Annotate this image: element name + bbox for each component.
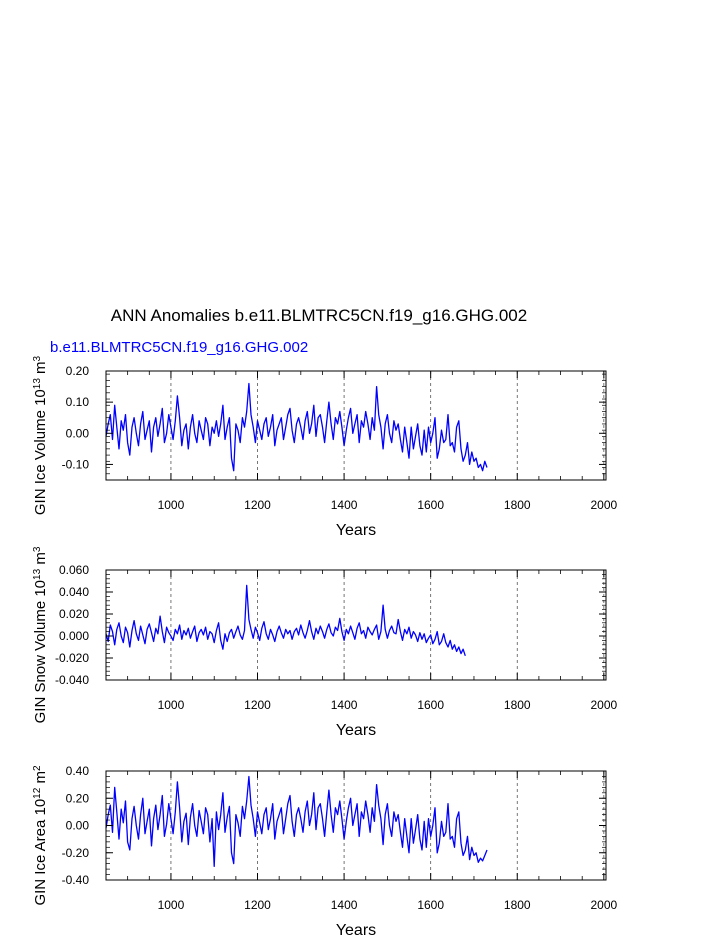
x-tick-label: 1800 — [504, 698, 531, 712]
snow-volume-panel: 1000 1200 1400 1600 1800 2000 -0.040 -0.020 0.00… — [32, 546, 618, 739]
x-axis-label: Years — [336, 522, 376, 539]
x-tick-label: 1000 — [158, 498, 185, 512]
y-tick-label: 0.020 — [59, 607, 89, 621]
case-label: b.e11.BLMTRC5CN.f19_g16.GHG.002 — [50, 339, 308, 356]
y-tick-label: -0.040 — [55, 673, 89, 687]
y-tick-label: 0.40 — [66, 764, 90, 778]
y-axis-label-part: GIN Ice Volume 10 — [32, 389, 49, 515]
plot-frame — [105, 370, 607, 481]
x-axis-label: Years — [336, 922, 376, 935]
x-tick-label: 2000 — [590, 898, 617, 912]
x-tick-label: 1000 — [158, 698, 185, 712]
y-axis-label-part: GIN Snow Volume 10 — [32, 580, 49, 723]
y-tick-label: 0.20 — [66, 791, 90, 805]
x-tick-label: 1200 — [244, 898, 271, 912]
figure-title: ANN Anomalies b.e11.BLMTRC5CN.f19_g16.GH… — [111, 306, 527, 325]
x-axis-label: Years — [336, 722, 376, 739]
series-line — [105, 382, 488, 472]
x-tick-label: 1800 — [504, 498, 531, 512]
y-tick-label: 0.00 — [66, 819, 90, 833]
y-axis-label-exponent: 3 — [32, 355, 43, 361]
y-tick-label: 0.00 — [66, 426, 90, 440]
y-tick-label: 0.060 — [59, 563, 89, 577]
y-tick-label: 0.10 — [66, 395, 90, 409]
x-tick-label: 2000 — [590, 498, 617, 512]
x-tick-label: 1200 — [244, 698, 271, 712]
y-axis-label-exponent: 12 — [32, 787, 43, 799]
x-tick-label: 1600 — [417, 898, 444, 912]
y-tick-label: -0.020 — [55, 651, 89, 665]
y-tick-label: 0.000 — [59, 629, 89, 643]
y-axis-label-exponent: 13 — [32, 378, 43, 390]
y-tick-label: -0.10 — [62, 457, 90, 471]
x-tick-label: 1600 — [417, 498, 444, 512]
x-tick-label: 1000 — [158, 898, 185, 912]
y-axis-label-part: GIN Ice Area 10 — [32, 799, 49, 906]
plot-frame — [105, 569, 607, 681]
series-line — [105, 584, 466, 657]
y-tick-label: 0.20 — [66, 364, 90, 378]
x-tick-label: 2000 — [590, 698, 617, 712]
y-axis-label-exponent: 13 — [32, 568, 43, 580]
ice-area-panel: 1000 1200 1400 1600 1800 2000 -0.40 -0.20 0.00 0.… — [32, 764, 618, 935]
ice-volume-panel: 1000 1200 1400 1600 1800 2000 -0.10 0.00 0.10 0.2… — [32, 355, 618, 539]
series-line — [105, 775, 488, 868]
x-tick-label: 1400 — [331, 898, 358, 912]
y-axis-label-exponent: 3 — [32, 546, 43, 552]
y-axis-label: GIN Snow Volume 1013 m3 — [32, 546, 50, 723]
y-axis-label: GIN Ice Volume 1013 m3 — [32, 355, 50, 515]
y-tick-label: -0.40 — [62, 873, 90, 887]
x-tick-label: 1200 — [244, 498, 271, 512]
x-tick-label: 1400 — [331, 498, 358, 512]
x-tick-label: 1400 — [331, 698, 358, 712]
y-axis-label: GIN Ice Area 1012 m2 — [32, 765, 50, 906]
y-tick-label: -0.20 — [62, 846, 90, 860]
x-tick-label: 1600 — [417, 698, 444, 712]
y-axis-label-part: m — [32, 552, 49, 569]
y-axis-label-exponent: 2 — [32, 765, 43, 771]
y-axis-label-part: m — [32, 361, 49, 378]
y-axis-label-part: m — [32, 771, 49, 788]
y-tick-label: 0.040 — [59, 585, 89, 599]
x-tick-label: 1800 — [504, 898, 531, 912]
